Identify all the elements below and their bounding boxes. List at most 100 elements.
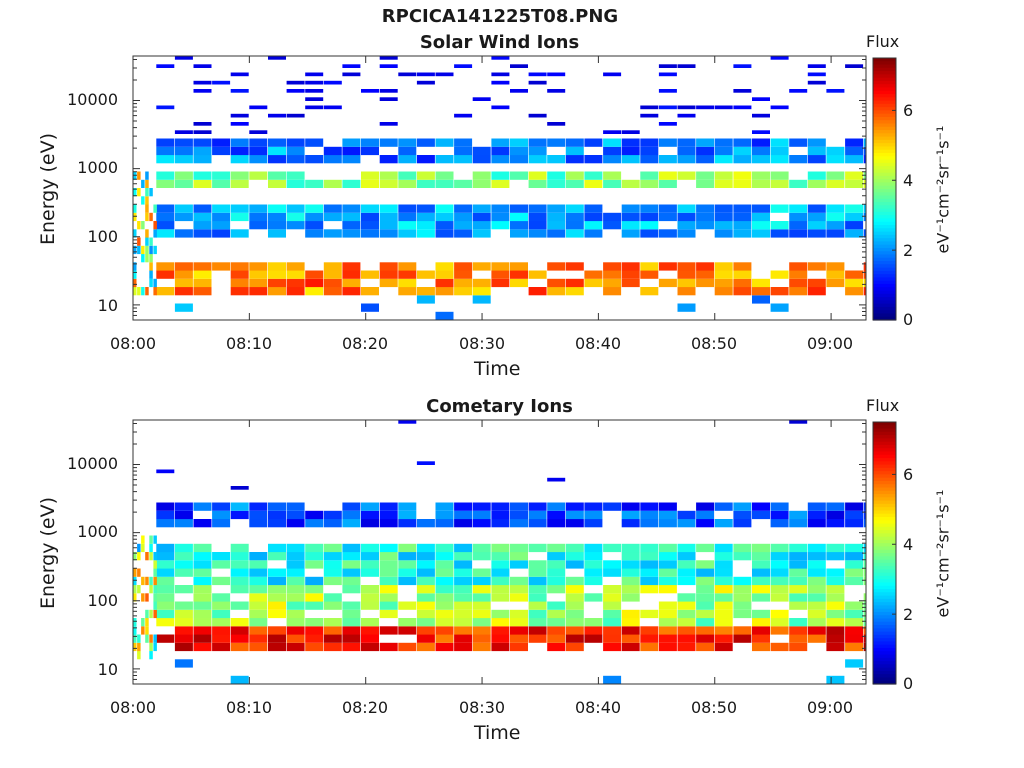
heatmap-cell (454, 146, 473, 156)
heatmap-cell (145, 576, 149, 586)
heatmap-cell (752, 171, 770, 180)
colorbar-segment (873, 139, 896, 144)
p2-cbar-tick-2: 2 (903, 605, 914, 624)
heatmap-cell (658, 262, 677, 271)
heatmap-cell (826, 585, 845, 594)
heatmap-cell (714, 543, 733, 553)
heatmap-cell (323, 262, 342, 271)
heatmap-cell (323, 105, 342, 110)
heatmap-cell (472, 295, 491, 304)
heatmap-cell (149, 552, 153, 561)
colorbar-segment (873, 264, 896, 269)
heatmap-cell (156, 618, 175, 627)
heatmap-cell (230, 138, 249, 147)
heatmap-cell (733, 146, 752, 156)
heatmap-cell (696, 171, 715, 180)
heatmap-cell (230, 155, 249, 164)
heatmap-cell (770, 585, 789, 594)
heatmap-cell (174, 171, 193, 180)
heatmap-cell (398, 568, 417, 577)
heatmap-cell (547, 510, 566, 520)
heatmap-cell (149, 651, 153, 660)
heatmap-cell (268, 519, 286, 528)
heatmap-cell (286, 601, 305, 610)
heatmap-cell (305, 72, 324, 77)
colorbar-segment (873, 84, 896, 89)
heatmap-cell (714, 179, 733, 188)
heatmap-cell (361, 229, 379, 238)
colorbar-segment (873, 523, 896, 528)
heatmap-cell (621, 568, 640, 577)
heatmap-cell (286, 576, 305, 586)
colorbar-segment (873, 120, 896, 125)
colorbar-segment (873, 533, 896, 538)
heatmap-cell (230, 552, 249, 561)
heatmap-cell (491, 642, 510, 652)
heatmap-cell (286, 138, 305, 147)
heatmap-cell (547, 568, 566, 577)
heatmap-cell (640, 642, 659, 652)
heatmap-cell (677, 278, 696, 288)
colorbar-segment (873, 484, 896, 489)
colorbar-segment (873, 182, 896, 187)
heatmap-cell (826, 601, 845, 610)
heatmap-cell (845, 576, 864, 586)
heatmap-cell (379, 212, 398, 222)
heatmap-cell (153, 585, 157, 594)
colorbar-segment (873, 549, 896, 554)
heatmap-cell (528, 80, 547, 85)
heatmap-cell (212, 138, 231, 147)
colorbar-segment (873, 598, 896, 603)
heatmap-cell (379, 262, 398, 271)
heatmap-cell (137, 585, 141, 594)
heatmap-cell (770, 502, 789, 511)
heatmap-cell (807, 221, 826, 230)
heatmap-cell (658, 278, 677, 288)
heatmap-cell (230, 576, 249, 586)
colorbar-segment (873, 123, 896, 128)
heatmap-cell (268, 146, 286, 156)
heatmap-cell (305, 543, 324, 553)
heatmap-cell (268, 155, 286, 164)
heatmap-cell (230, 502, 249, 511)
heatmap-cell (305, 560, 324, 569)
heatmap-cell (379, 593, 398, 602)
colorbar-segment (873, 451, 896, 456)
heatmap-cell (193, 543, 212, 553)
heatmap-cell (174, 552, 193, 561)
colorbar-segment (873, 562, 896, 567)
heatmap-cell (435, 262, 454, 271)
colorbar-segment (873, 611, 896, 616)
heatmap-cell (268, 113, 286, 118)
heatmap-cell (193, 634, 212, 643)
colorbar-segment (873, 602, 896, 607)
heatmap-cell (137, 552, 141, 561)
heatmap-cell (249, 618, 268, 627)
colorbar-segment (873, 74, 896, 79)
heatmap-cell (435, 626, 454, 635)
heatmap-cell (752, 560, 770, 569)
heatmap-cell (249, 552, 268, 561)
heatmap-cell (677, 138, 696, 147)
heatmap-cell (435, 560, 454, 569)
heatmap-cell (491, 626, 510, 635)
heatmap-cell (212, 609, 231, 619)
heatmap-cell (212, 80, 231, 85)
heatmap-cell (733, 212, 752, 222)
heatmap-cell (640, 262, 659, 271)
heatmap-cell (845, 642, 864, 652)
heatmap-cell (770, 179, 789, 188)
heatmap-cell (153, 634, 157, 643)
heatmap-cell (137, 188, 141, 197)
heatmap-cell (863, 519, 866, 528)
heatmap-cell (640, 552, 659, 561)
heatmap-cell (153, 593, 157, 602)
heatmap-cell (379, 270, 398, 279)
heatmap-cell (752, 609, 770, 619)
heatmap-cell (658, 642, 677, 652)
heatmap-cell (603, 626, 622, 635)
heatmap-cell (826, 519, 845, 528)
heatmap-cell (249, 262, 268, 271)
heatmap-cell (153, 568, 157, 577)
heatmap-cell (677, 568, 696, 577)
